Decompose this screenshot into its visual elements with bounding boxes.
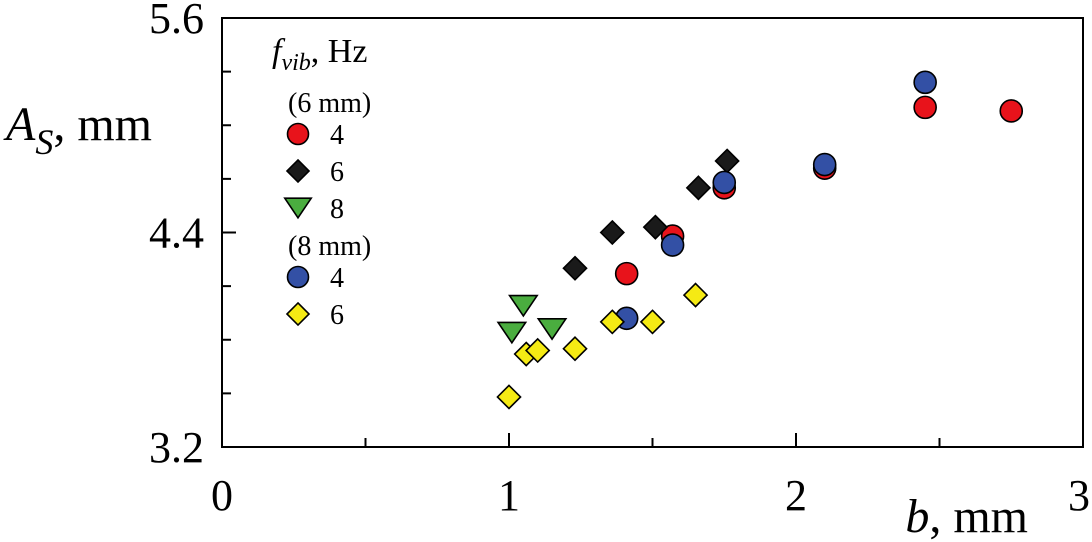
- axes: 3.2 4.4 5.6 0 1 2 3: [149, 0, 1090, 520]
- series-6mm-8: [496, 294, 568, 345]
- legend-marker: [285, 301, 311, 327]
- data-point: [599, 309, 626, 335]
- series-8mm-6: [496, 282, 709, 410]
- x-axis-unit: , mm: [929, 490, 1028, 542]
- legend-group-label: (6 mm): [288, 88, 371, 119]
- legend-entry-label: 6: [330, 300, 344, 331]
- data-point: [525, 337, 551, 364]
- axis-titles: AS, mm b, mm: [3, 98, 1028, 542]
- y-tick-label: 3.2: [149, 423, 204, 472]
- data-point: [714, 148, 740, 174]
- data-point: [913, 70, 937, 95]
- x-axis-title: b, mm: [905, 490, 1028, 542]
- y-axis-unit: , mm: [53, 98, 152, 151]
- legend-title-subscript: vib: [281, 50, 310, 76]
- data-points: [496, 70, 1024, 410]
- legend-entry-label: 4: [330, 120, 344, 151]
- x-tick-label: 0: [211, 471, 233, 520]
- data-point: [712, 170, 737, 195]
- data-point: [685, 175, 712, 201]
- series-6mm-6: [562, 148, 740, 281]
- series-8mm-4: [614, 70, 937, 331]
- legend-title: fvib, Hz: [272, 33, 367, 76]
- data-point: [562, 336, 588, 362]
- x-tick-label: 2: [785, 471, 807, 520]
- data-point: [812, 152, 837, 177]
- y-axis-title: AS, mm: [3, 98, 152, 162]
- legend: fvib, Hz (6 mm)468(8 mm)46: [272, 33, 371, 331]
- x-tick-label: 1: [498, 471, 520, 520]
- data-point: [496, 321, 528, 345]
- legend-marker: [286, 122, 310, 146]
- legend-marker: [283, 197, 313, 220]
- data-point: [508, 294, 539, 318]
- legend-entry-label: 8: [330, 194, 344, 225]
- legend-entry-label: 4: [330, 263, 344, 294]
- y-axis-variable: A: [3, 98, 36, 151]
- data-point: [682, 282, 709, 308]
- data-point: [536, 318, 568, 341]
- legend-group-label: (8 mm): [288, 231, 371, 262]
- x-tick-label: 3: [1068, 471, 1090, 520]
- legend-title-unit: , Hz: [311, 33, 368, 70]
- data-point: [614, 261, 639, 286]
- data-point: [999, 99, 1024, 123]
- data-point: [642, 214, 669, 240]
- legend-marker: [286, 265, 310, 289]
- y-tick-label: 4.4: [149, 209, 204, 258]
- data-point: [913, 95, 937, 120]
- y-tick-label: 5.6: [149, 0, 204, 43]
- legend-entry-label: 6: [330, 157, 344, 188]
- series-6mm-4: [614, 95, 1024, 286]
- y-axis-subscript: S: [35, 122, 53, 162]
- data-point: [660, 233, 685, 257]
- legend-marker: [285, 158, 311, 184]
- data-point: [639, 309, 666, 335]
- data-point: [496, 384, 522, 410]
- data-point: [599, 219, 626, 246]
- data-point: [562, 255, 588, 281]
- x-axis-variable: b: [905, 490, 929, 542]
